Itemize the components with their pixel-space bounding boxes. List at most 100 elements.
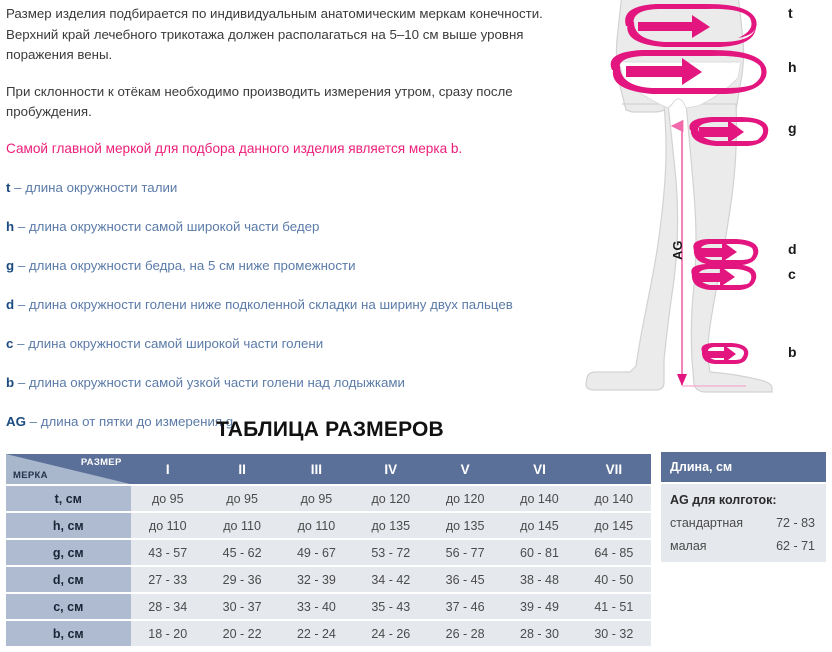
cell-c-4: 35 - 43 (353, 594, 428, 619)
measure-band-c (691, 264, 757, 290)
definition-item-c: c – длина окружности самой широкой части… (6, 335, 558, 353)
cell-g-1: 43 - 57 (130, 540, 205, 565)
definition-dash-ag: – (25, 413, 41, 429)
measure-band-t (625, 4, 757, 47)
table-title: ТАБЛИЦА РАЗМЕРОВ (216, 418, 444, 441)
illustration-label-c: c (788, 266, 796, 282)
row-label-d: d, см (6, 567, 131, 592)
cell-d-7: 40 - 50 (576, 567, 651, 592)
measure-band-b (701, 343, 749, 364)
definition-key-c: c (6, 335, 14, 351)
length-name-small: малая (670, 539, 707, 553)
table-row: c, см 28 - 34 30 - 37 33 - 40 35 - 43 37… (6, 594, 651, 619)
definition-text-h: длина окружности самой широкой части бед… (28, 218, 320, 234)
definition-dash-g: – (14, 257, 29, 273)
column-header-7: VII (576, 454, 651, 484)
definition-text-g: длина окружности бедра, на 5 см ниже про… (28, 257, 356, 273)
definition-item-b: b – длина окружности самой узкой части г… (6, 374, 558, 392)
table-row: b, см 18 - 20 20 - 22 22 - 24 24 - 26 26… (6, 621, 651, 646)
definition-text-ag: длина от пятки до измерения g (40, 413, 234, 429)
cell-b-5: 26 - 28 (427, 621, 503, 646)
cell-g-4: 53 - 72 (353, 540, 428, 565)
cell-b-4: 24 - 26 (353, 621, 428, 646)
cell-d-2: 29 - 36 (204, 567, 280, 592)
cell-h-4: до 135 (353, 513, 428, 538)
table-row: h, см до 110 до 110 до 110 до 135 до 135… (6, 513, 651, 538)
definition-dash-t: – (10, 179, 26, 195)
ag-measure-arrow (670, 119, 746, 387)
definition-item-h: h – длина окружности самой широкой части… (6, 218, 558, 236)
definition-dash-h: – (14, 218, 29, 234)
definition-item-d: d – длина окружности голени ниже подколе… (6, 296, 558, 314)
size-table-body: t, см до 95 до 95 до 95 до 120 до 120 до… (6, 486, 651, 646)
illustration-label-t: t (788, 5, 793, 21)
table-row: t, см до 95 до 95 до 95 до 120 до 120 до… (6, 486, 651, 511)
size-table-header-row: РАЗМЕР МЕРКА I II III IV V VI VII (6, 454, 651, 484)
length-panel-body: AG для колготок: стандартная 72 - 83 мал… (661, 484, 826, 562)
cell-c-5: 37 - 46 (427, 594, 503, 619)
definition-key-b: b (6, 374, 15, 390)
cell-c-3: 33 - 40 (279, 594, 354, 619)
cell-h-3: до 110 (279, 513, 354, 538)
definition-key-t: t (6, 179, 11, 195)
intro-paragraph-1: Размер изделия подбирается по индивидуал… (6, 6, 543, 62)
column-header-1: I (130, 454, 205, 484)
cell-d-5: 36 - 45 (427, 567, 503, 592)
column-header-3: III (279, 454, 354, 484)
definition-text-c: длина окружности самой широкой части гол… (28, 335, 324, 351)
definition-dash-b: – (14, 374, 29, 390)
cell-t-5: до 120 (427, 486, 503, 511)
cell-g-6: 60 - 81 (502, 540, 577, 565)
table-row: d, см 27 - 33 29 - 36 32 - 39 34 - 42 36… (6, 567, 651, 592)
cell-g-3: 49 - 67 (279, 540, 354, 565)
cell-d-4: 34 - 42 (353, 567, 428, 592)
definition-key-ag: AG (6, 413, 26, 429)
column-header-6: VI (502, 454, 577, 484)
cell-h-7: до 145 (576, 513, 651, 538)
cell-c-1: 28 - 34 (130, 594, 205, 619)
measure-band-h (610, 50, 767, 94)
column-header-5: V (427, 454, 503, 484)
cell-t-6: до 140 (502, 486, 577, 511)
cell-t-3: до 95 (279, 486, 354, 511)
column-header-2: II (204, 454, 280, 484)
cell-d-6: 38 - 48 (502, 567, 577, 592)
definition-text-t: длина окружности талии (25, 179, 178, 195)
column-header-4: IV (353, 454, 428, 484)
table-row: g, см 43 - 57 45 - 62 49 - 67 53 - 72 56… (6, 540, 651, 565)
length-row-small: малая 62 - 71 (670, 530, 817, 553)
cell-h-6: до 145 (502, 513, 577, 538)
length-row-standard: стандартная 72 - 83 (670, 507, 817, 530)
row-label-g: g, см (6, 540, 131, 565)
illustration-label-h: h (788, 59, 797, 75)
cell-b-6: 28 - 30 (502, 621, 577, 646)
cell-b-3: 22 - 24 (279, 621, 354, 646)
cell-c-2: 30 - 37 (204, 594, 280, 619)
cell-t-7: до 140 (576, 486, 651, 511)
illustration-label-d: d (788, 241, 797, 257)
top-section: Размер изделия подбирается по индивидуал… (6, 0, 797, 429)
row-label-t: t, см (6, 486, 131, 511)
definition-text-b: длина окружности самой узкой части голен… (28, 374, 405, 390)
illustration-label-ag: AG (670, 240, 685, 261)
definition-key-h: h (6, 218, 15, 234)
measure-band-g (689, 117, 769, 146)
cell-h-2: до 110 (204, 513, 280, 538)
length-value-standard: 72 - 83 (776, 516, 815, 530)
definition-dash-c: – (13, 335, 29, 351)
cell-t-4: до 120 (353, 486, 428, 511)
body-diagram-svg (585, 0, 773, 393)
cell-h-1: до 110 (130, 513, 205, 538)
cell-t-1: до 95 (130, 486, 205, 511)
corner-measure-label: МЕРКА (13, 470, 48, 481)
intro-paragraph-2: При склонности к отёкам необходимо произ… (6, 83, 513, 120)
row-label-b: b, см (6, 621, 131, 646)
length-panel-title: AG для колготок: (670, 493, 777, 507)
definition-item-t: t – длина окружности талии (6, 179, 558, 197)
illustration-label-g: g (788, 120, 797, 136)
row-label-c: c, см (6, 594, 131, 619)
definition-item-ag: AG – длина от пятки до измерения g (6, 413, 558, 431)
cell-g-7: 64 - 85 (576, 540, 651, 565)
size-table: РАЗМЕР МЕРКА I II III IV V VI VII t, см … (6, 452, 651, 648)
